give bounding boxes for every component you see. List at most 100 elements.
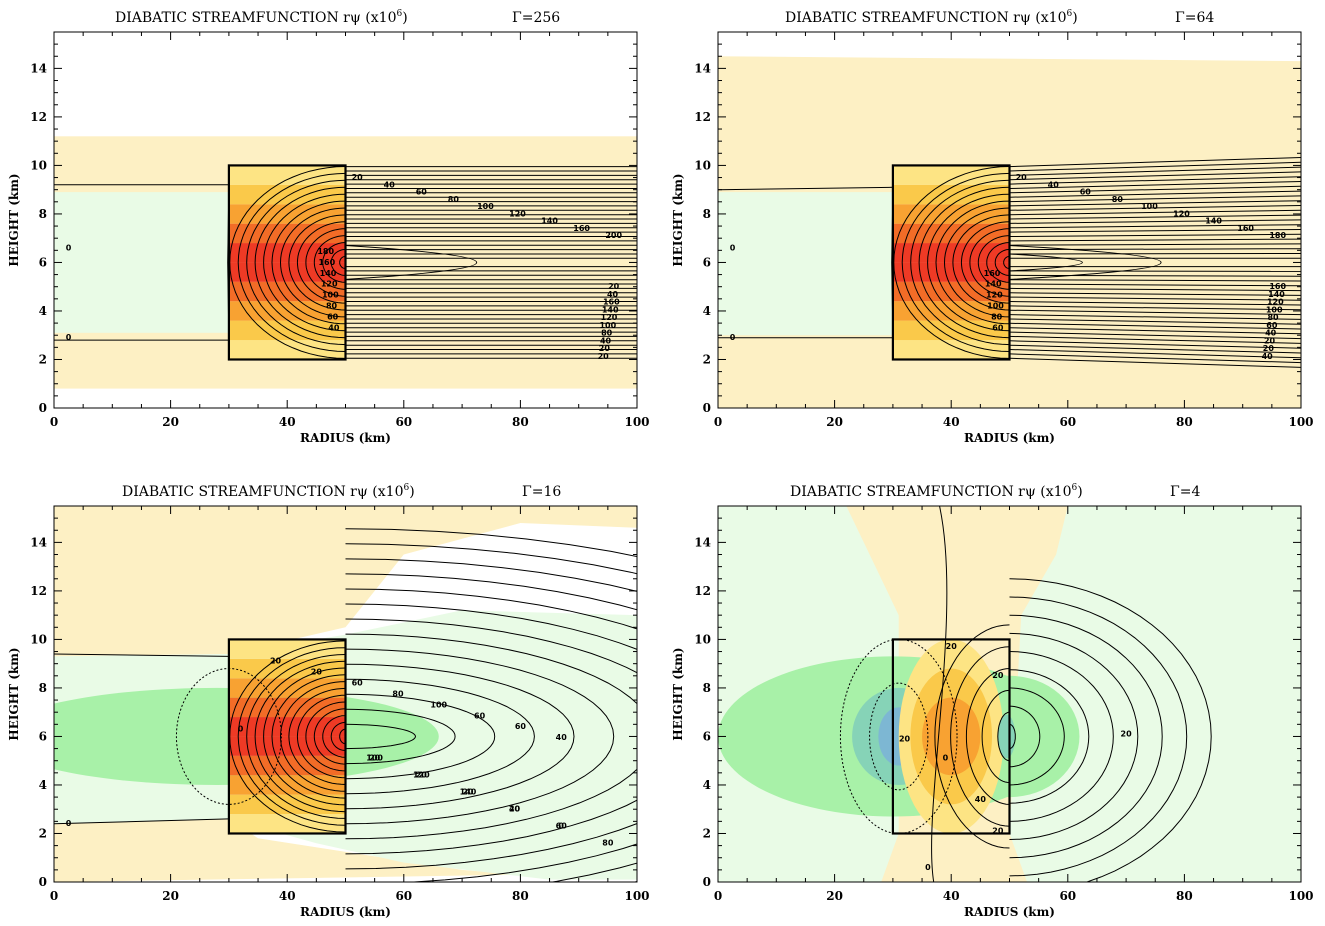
contour-labels: 0 0 20 20 20 40 20 20 — [899, 642, 1132, 872]
contour-line — [345, 723, 417, 750]
heating-band — [228, 755, 346, 776]
x-tick-label: 60 — [1059, 415, 1076, 429]
contour-line — [910, 179, 1010, 346]
contour-line — [1003, 255, 1010, 269]
contour-label: 120 — [1173, 209, 1190, 218]
y-tick-label: 2 — [703, 352, 711, 366]
contour-label: 20 — [992, 826, 1004, 835]
y-tick-label: 12 — [30, 110, 47, 124]
contour-label: 100 — [987, 302, 1004, 311]
contour-line — [246, 654, 346, 819]
contour-label: 0 — [925, 863, 931, 872]
contour-label: 20 — [462, 788, 474, 797]
contour-line — [1009, 632, 1139, 840]
contour-label: 100 — [430, 700, 447, 709]
contour-label: 140 — [320, 269, 337, 278]
contour-label: 160 — [318, 258, 335, 267]
contour-label: 40 — [607, 290, 619, 299]
contour-label: 100 — [477, 202, 494, 211]
x-tick-label: 100 — [624, 889, 649, 903]
contour-line — [345, 558, 637, 882]
contour-label: 20 — [899, 734, 911, 743]
contour-line — [1009, 301, 1301, 306]
contour-line — [345, 603, 637, 870]
contour-line — [1009, 274, 1301, 277]
contour-label: 20 — [1264, 336, 1276, 345]
contour-line — [263, 667, 346, 806]
contour-label: 140 — [541, 217, 558, 226]
contour-label: 20 — [369, 754, 381, 763]
contour-line — [1009, 349, 1301, 359]
panel-title: DIABATIC STREAMFUNCTION rψ (x106) — [115, 9, 408, 26]
contour-label: 40 — [556, 733, 568, 742]
heating-band — [228, 281, 346, 302]
negative-shading-edge — [997, 714, 1016, 759]
heating-region-box — [227, 164, 347, 361]
y-tick-label: 8 — [39, 207, 47, 221]
contour-line — [279, 681, 346, 792]
contour-line — [901, 172, 1010, 352]
contour-line — [271, 674, 346, 799]
contour-line — [345, 543, 637, 575]
contour-line — [1009, 283, 1301, 287]
y-tick-label: 6 — [39, 255, 47, 269]
contour-line — [1009, 190, 1301, 198]
heating-region-box — [227, 638, 347, 835]
contour-label: 160 — [603, 298, 620, 307]
contour-line — [313, 235, 346, 290]
x-tick-label: 40 — [943, 889, 960, 903]
contour-label: 60 — [556, 822, 568, 831]
y-tick-label: 2 — [39, 826, 47, 840]
contour-line — [1009, 318, 1301, 325]
x-tick-label: 20 — [826, 415, 843, 429]
contour-line — [254, 186, 346, 339]
contour-line — [1009, 195, 1301, 203]
contour-line — [1009, 669, 1090, 804]
contour-line — [1009, 181, 1301, 189]
contour-line — [1009, 331, 1301, 340]
contour-label: 20 — [599, 344, 611, 353]
contour-line — [339, 728, 346, 745]
contour-labels: 0020406080100120140160200204016014012010… — [66, 173, 623, 361]
contour-line — [288, 214, 346, 311]
contour-label: 60 — [992, 323, 1004, 332]
contour-line — [960, 221, 1010, 304]
contour-line — [1009, 157, 1301, 168]
contour-label: 80 — [601, 329, 613, 338]
contour-line — [1009, 614, 1163, 859]
contour-label: 40 — [1265, 329, 1277, 338]
contour-line — [1009, 166, 1301, 176]
contour-label: 40 — [975, 795, 987, 804]
x-tick-label: 100 — [624, 415, 649, 429]
contour-label: 20 — [509, 805, 521, 814]
contour-label: 160 — [1269, 282, 1286, 291]
contour-line — [1009, 238, 1301, 242]
y-tick-label: 6 — [39, 729, 47, 743]
y-tick-label: 4 — [703, 304, 711, 318]
x-tick-label: 40 — [943, 415, 960, 429]
heating-band — [228, 697, 346, 718]
x-tick-label: 60 — [395, 889, 412, 903]
contour-label: 80 — [991, 312, 1003, 321]
gamma-label: Γ=16 — [522, 484, 561, 500]
contour-line — [237, 647, 346, 826]
contour-label: 140 — [985, 280, 1002, 289]
x-tick-label: 20 — [826, 889, 843, 903]
contour-line — [1009, 344, 1301, 354]
contour-line — [263, 193, 346, 332]
contour-line — [1009, 353, 1301, 364]
x-tick-label: 20 — [162, 415, 179, 429]
contour-line — [345, 633, 637, 840]
contour-line — [1009, 357, 1301, 368]
gamma-label: Γ=4 — [1170, 484, 1200, 500]
contour-label: 100 — [1266, 305, 1283, 314]
contour-label: 140 — [602, 305, 619, 314]
contour-line — [322, 715, 346, 758]
y-tick-label: 4 — [39, 304, 47, 318]
panel-title-text: DIABATIC STREAMFUNCTION rψ (x10 — [790, 484, 1071, 500]
contour-label: 140 — [460, 788, 477, 797]
heating-band — [228, 736, 346, 756]
contour-label: 60 — [474, 711, 486, 720]
